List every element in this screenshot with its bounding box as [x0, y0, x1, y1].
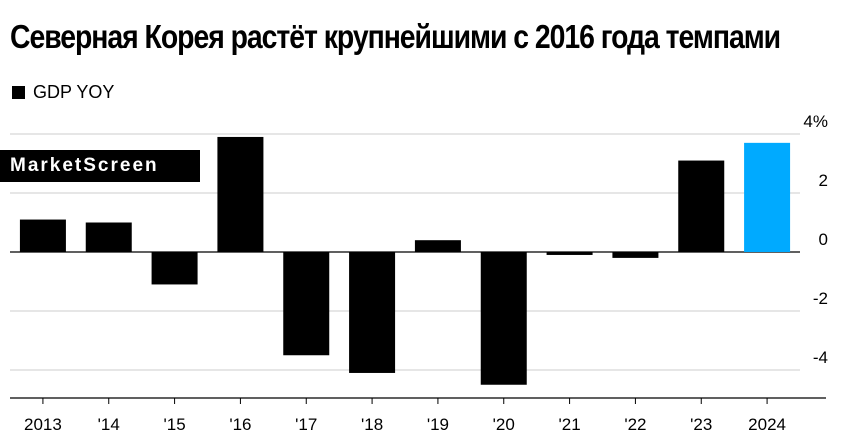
y-tick-label: 2	[819, 171, 828, 190]
x-tick-label: '15	[164, 415, 186, 434]
x-tick-label: '18	[361, 415, 383, 434]
y-tick-label: 4%	[803, 112, 828, 131]
x-tick-label: '14	[98, 415, 120, 434]
bar	[217, 136, 264, 252]
bar	[612, 252, 659, 258]
bar	[546, 252, 593, 255]
x-tick-label: '21	[559, 415, 581, 434]
x-tick-label: '19	[427, 415, 449, 434]
bar	[283, 252, 330, 356]
chart-title: Северная Корея растёт крупнейшими с 2016…	[10, 18, 781, 55]
x-tick-label: '23	[690, 415, 712, 434]
bar	[349, 252, 396, 373]
y-tick-label: 0	[819, 230, 828, 249]
y-tick-label: -4	[813, 348, 828, 367]
legend-label: GDP YOY	[33, 82, 115, 102]
bar	[480, 252, 527, 385]
x-tick-label: 2013	[24, 415, 62, 434]
bar	[744, 142, 791, 252]
bar	[19, 219, 66, 252]
x-tick-label: 2024	[748, 415, 786, 434]
bar	[151, 252, 198, 285]
bar	[85, 222, 132, 252]
x-tick-label: '16	[229, 415, 251, 434]
bar	[414, 240, 461, 252]
y-tick-label: -2	[813, 289, 828, 308]
watermark-logo: MarketScreen	[0, 150, 200, 182]
bar	[678, 160, 725, 252]
x-tick-label: '22	[624, 415, 646, 434]
legend: GDP YOY	[12, 82, 114, 103]
x-tick-label: '20	[493, 415, 515, 434]
x-tick-label: '17	[295, 415, 317, 434]
legend-swatch	[12, 86, 25, 99]
